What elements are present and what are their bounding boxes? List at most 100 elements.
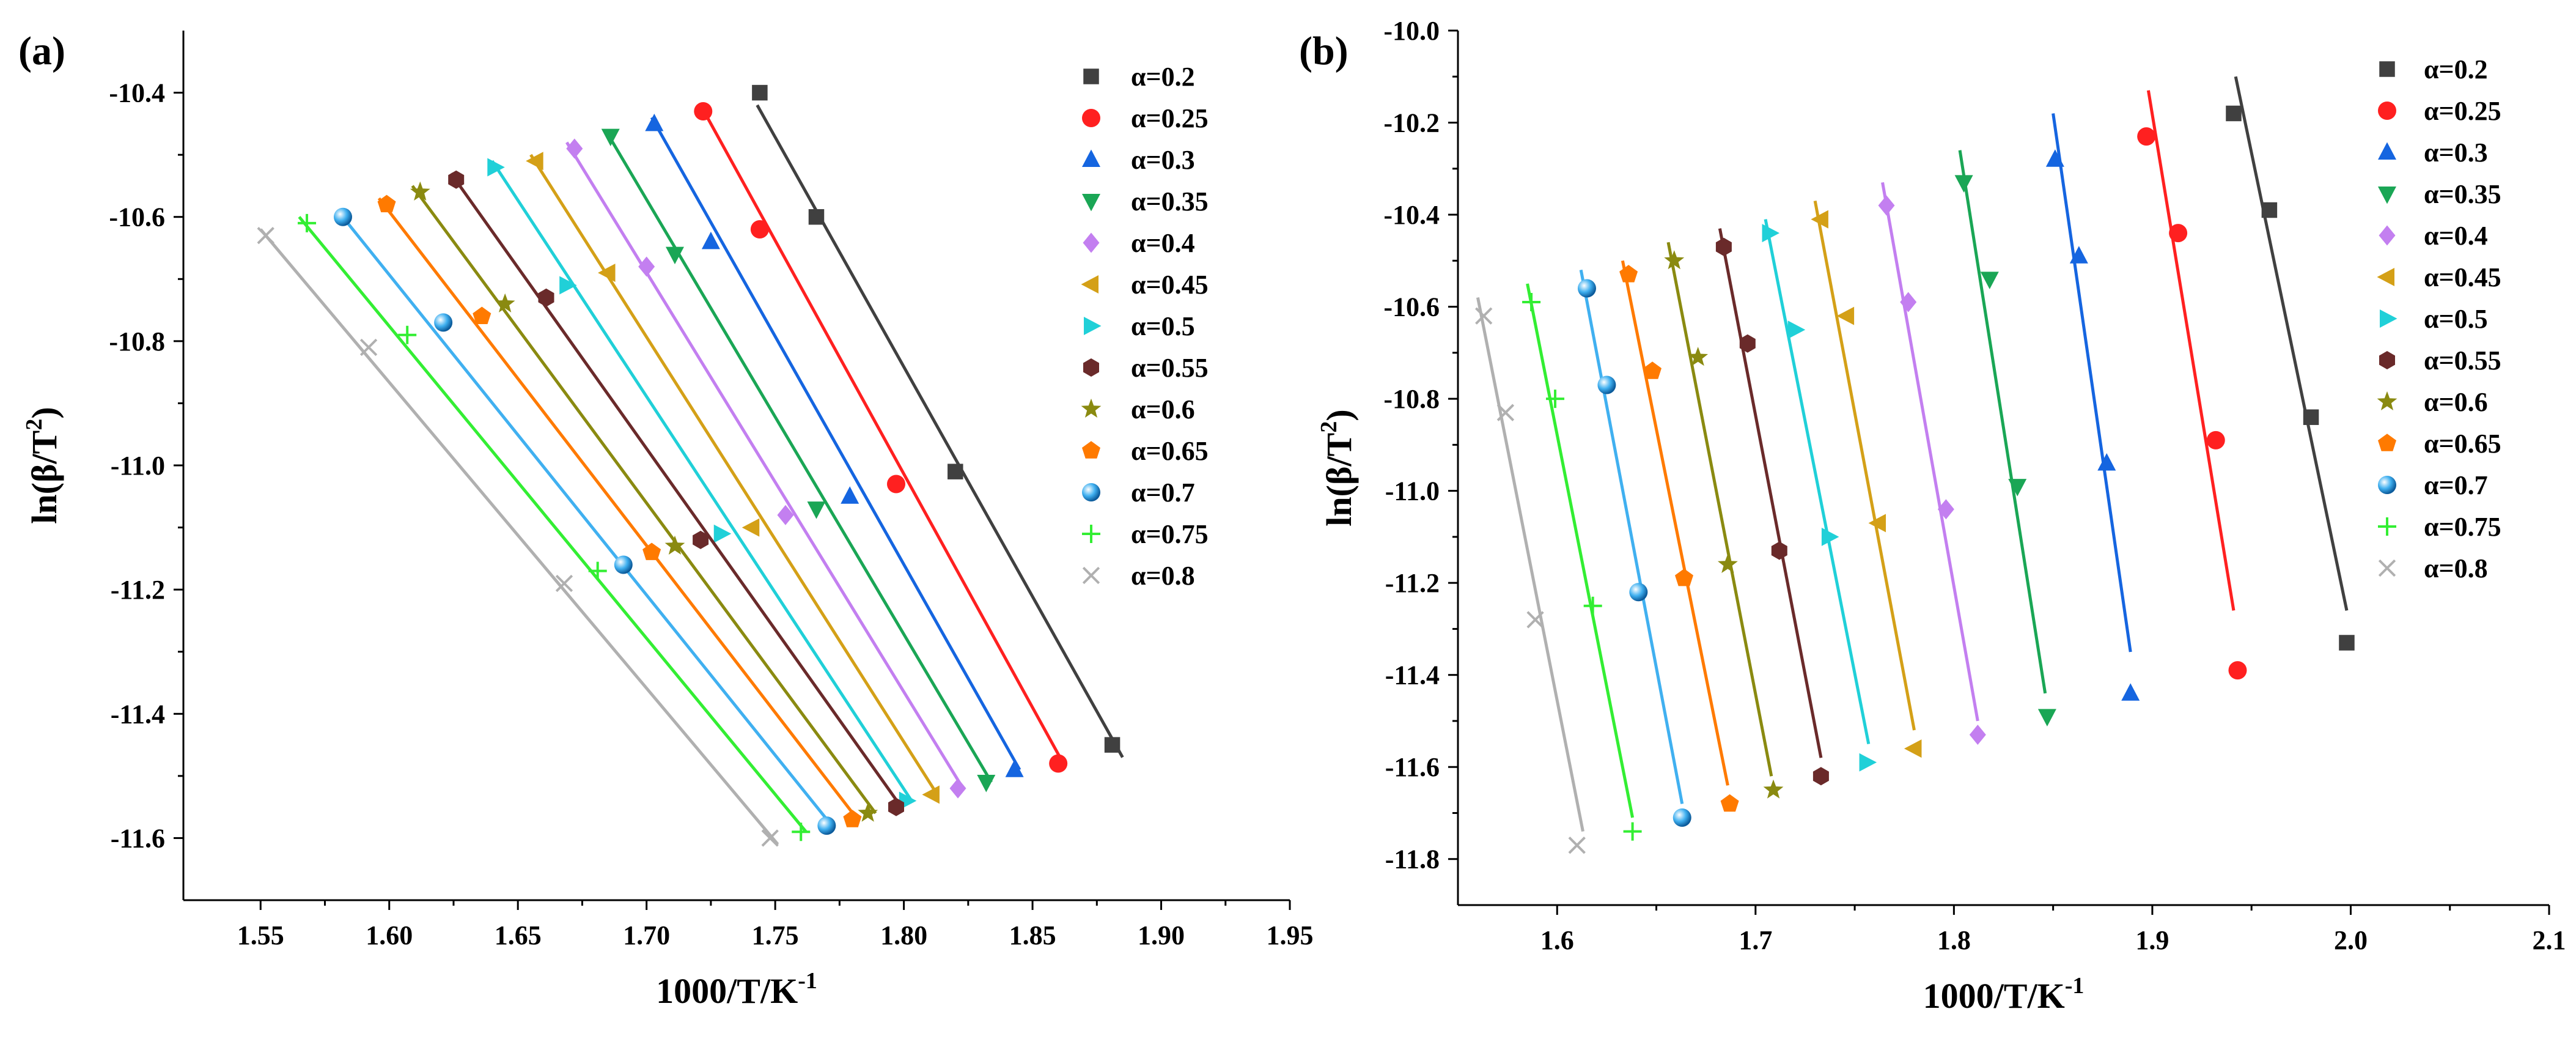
data-point bbox=[1664, 250, 1685, 270]
data-point bbox=[665, 246, 684, 265]
series-α=0.3 bbox=[645, 113, 1024, 777]
series-α=0.25 bbox=[2137, 90, 2247, 680]
data-point bbox=[1836, 306, 1855, 325]
series-α=0.8 bbox=[257, 227, 779, 847]
data-point bbox=[1762, 224, 1780, 243]
series-α=0.35 bbox=[1954, 150, 2056, 726]
series-α=0.2 bbox=[2226, 76, 2355, 651]
series-α=0.65 bbox=[377, 194, 862, 827]
y-tick-label: -11.4 bbox=[111, 699, 165, 729]
fit-line bbox=[1813, 201, 1916, 731]
data-point bbox=[1546, 390, 1565, 409]
panel-label: (b) bbox=[1299, 29, 1349, 73]
x-tick-label: 1.90 bbox=[1138, 920, 1185, 950]
legend-label: α=0.3 bbox=[1131, 145, 1195, 175]
data-point bbox=[298, 213, 317, 232]
series-α=0.7 bbox=[1577, 269, 1691, 827]
x-tick-label: 1.65 bbox=[495, 920, 542, 950]
data-point bbox=[1688, 347, 1709, 366]
x-tick-label: 1.80 bbox=[880, 920, 927, 950]
legend-label: α=0.5 bbox=[1131, 311, 1195, 341]
y-tick-label: -11.0 bbox=[111, 451, 165, 481]
fit-line bbox=[1621, 260, 1729, 786]
legend-marker bbox=[1083, 232, 1100, 253]
data-point bbox=[645, 113, 664, 131]
data-point bbox=[1904, 739, 1922, 758]
data-point bbox=[2339, 635, 2355, 651]
data-point bbox=[693, 530, 709, 549]
data-point bbox=[588, 561, 607, 580]
fit-line bbox=[1881, 182, 1979, 722]
fit-line bbox=[449, 172, 903, 808]
data-point bbox=[2008, 479, 2027, 497]
data-point bbox=[750, 220, 769, 239]
series-α=0.45 bbox=[1811, 201, 1922, 758]
data-point bbox=[555, 574, 573, 593]
legend-label: α=0.7 bbox=[2424, 470, 2488, 500]
legend-label: α=0.7 bbox=[1131, 478, 1195, 508]
data-point bbox=[1568, 836, 1586, 854]
data-point bbox=[808, 209, 825, 225]
data-point bbox=[495, 293, 515, 312]
data-point bbox=[1475, 307, 1493, 325]
legend-label: α=0.6 bbox=[1131, 394, 1195, 424]
fit-line bbox=[2146, 90, 2236, 611]
legend-label: α=0.65 bbox=[2424, 429, 2501, 459]
legend-label: α=0.35 bbox=[2424, 179, 2501, 209]
data-point bbox=[614, 555, 633, 574]
data-point bbox=[886, 475, 905, 494]
data-point bbox=[1715, 237, 1732, 256]
data-point bbox=[1629, 583, 1648, 602]
series-α=0.6 bbox=[1664, 242, 1784, 799]
series-α=0.4 bbox=[1878, 182, 1986, 745]
data-point bbox=[434, 313, 453, 332]
fit-line bbox=[565, 141, 965, 789]
x-tick-label: 2.0 bbox=[2334, 925, 2368, 955]
fit-line bbox=[1764, 219, 1871, 745]
x-axis-title-main: 1000/T/K bbox=[1923, 976, 2065, 1016]
data-point bbox=[473, 306, 491, 324]
y-tick-label: -10.2 bbox=[1383, 108, 1440, 138]
series-α=0.4 bbox=[565, 138, 966, 799]
data-point bbox=[598, 264, 616, 283]
legend-marker bbox=[2377, 391, 2398, 410]
data-point bbox=[694, 102, 713, 121]
data-point bbox=[1104, 737, 1121, 753]
legend-label: α=0.8 bbox=[1131, 561, 1195, 591]
y-axis-title-main: ln(β/T bbox=[1319, 433, 1359, 527]
y-axis-title-sup: 2 bbox=[21, 419, 47, 431]
x-tick-label: 1.7 bbox=[1739, 925, 1772, 955]
data-point bbox=[1049, 754, 1068, 773]
data-point bbox=[1878, 195, 1895, 216]
data-point bbox=[888, 797, 904, 816]
y-tick-label: -11.6 bbox=[111, 823, 165, 853]
x-axis-title-sup: -1 bbox=[2065, 973, 2085, 999]
data-point bbox=[858, 802, 878, 822]
fit-line bbox=[1526, 283, 1635, 818]
series-α=0.75 bbox=[1522, 283, 1642, 841]
fit-line bbox=[411, 185, 877, 815]
legend-label: α=0.5 bbox=[2424, 304, 2488, 334]
fit-line bbox=[1666, 242, 1773, 777]
legend: α=0.2 α=0.25 α=0.3 α=0.35 α=0.4 α=0.45 α=0.5 α=… bbox=[2377, 54, 2501, 583]
legend-marker bbox=[1082, 525, 1100, 543]
data-point bbox=[2045, 149, 2064, 167]
fit-line bbox=[259, 228, 779, 846]
legend-marker bbox=[1081, 398, 1102, 418]
y-tick-label: -10.8 bbox=[109, 327, 165, 357]
data-point bbox=[701, 231, 720, 250]
fit-line bbox=[298, 216, 808, 833]
data-point bbox=[807, 501, 826, 519]
data-point bbox=[1937, 499, 1954, 520]
y-tick-label: -11.2 bbox=[111, 575, 165, 605]
legend-label: α=0.45 bbox=[1131, 270, 1209, 300]
x-axis-title-main: 1000/T/K bbox=[656, 971, 798, 1011]
series-α=0.6 bbox=[410, 181, 878, 822]
y-axis-title-close: ) bbox=[24, 407, 64, 418]
legend-marker bbox=[2378, 102, 2396, 120]
data-point bbox=[601, 128, 620, 147]
panel-label: (a) bbox=[18, 29, 65, 73]
data-point bbox=[1526, 611, 1544, 629]
y-tick-label: -10.4 bbox=[109, 78, 165, 108]
legend-label: α=0.35 bbox=[1131, 187, 1209, 216]
